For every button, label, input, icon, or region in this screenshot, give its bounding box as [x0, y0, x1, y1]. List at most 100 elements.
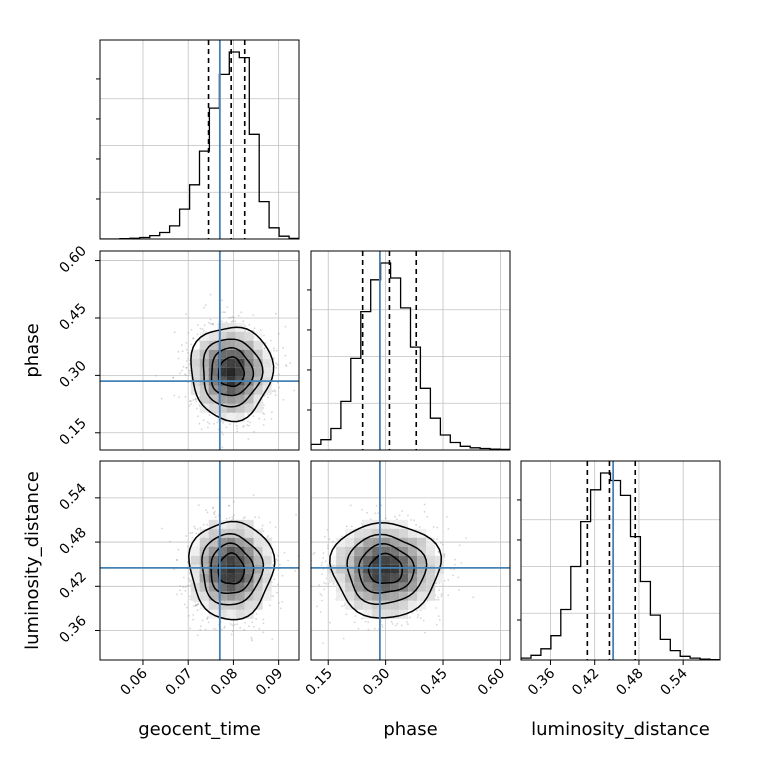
scatter-point [185, 342, 188, 344]
scatter-point [197, 600, 200, 603]
scatter-point [223, 627, 226, 629]
scatter-point [172, 376, 175, 379]
density-cell [253, 340, 263, 350]
density-cell [190, 367, 200, 377]
scatter-point [426, 516, 429, 518]
scatter-point [185, 360, 188, 362]
density-cell [235, 546, 245, 556]
scatter-point [180, 344, 183, 347]
density-cell [190, 555, 200, 565]
y-axis-label-luminosity_distance: luminosity_distance [22, 471, 43, 650]
scatter-point [231, 516, 234, 518]
scatter-point [271, 390, 274, 392]
scatter-point [349, 504, 352, 507]
density-cell [426, 555, 436, 565]
x-tick-label-geocent_time: 0.07 [163, 666, 196, 699]
density-cell [381, 555, 391, 565]
density-cell [226, 519, 236, 529]
scatter-point [183, 603, 186, 606]
scatter-point [203, 324, 206, 327]
density-cell [408, 582, 418, 592]
density-cell [363, 582, 373, 592]
density-cell [390, 591, 400, 601]
scatter-point [207, 426, 209, 429]
density-cell [417, 537, 427, 547]
density-cell [190, 546, 200, 556]
density-cell [345, 573, 355, 583]
density-cell [235, 582, 245, 592]
density-cell [226, 412, 236, 422]
density-cell [226, 394, 236, 404]
density-cell [372, 537, 382, 547]
scatter-point [262, 622, 265, 625]
scatter-point [437, 598, 440, 601]
density-cell [244, 537, 254, 547]
y-tick-label-luminosity_distance: 0.36 [56, 613, 89, 646]
scatter-point [270, 417, 273, 420]
panel-hist-geocent_time [99, 39, 300, 240]
density-cell [208, 555, 218, 565]
scatter-point [173, 394, 176, 397]
density-cell [235, 340, 245, 350]
scatter-point [407, 623, 409, 626]
density-cell [417, 573, 427, 583]
density-cell [244, 582, 254, 592]
scatter-point [447, 528, 450, 530]
scatter-point [322, 642, 324, 645]
scatter-point [267, 535, 270, 537]
scatter-point [188, 369, 191, 372]
scatter-point [275, 366, 278, 369]
scatter-point [277, 373, 280, 376]
scatter-point [307, 573, 309, 575]
density-cell [244, 394, 254, 404]
density-cell [199, 358, 209, 368]
density-cell [336, 591, 346, 601]
scatter-point [277, 583, 279, 586]
scatter-point [249, 421, 252, 424]
scatter-point [266, 536, 269, 539]
density-cell [399, 528, 409, 538]
scatter-point [435, 598, 438, 601]
scatter-point [274, 526, 277, 528]
density-cell [435, 555, 445, 565]
density-cell [217, 546, 227, 556]
scatter-point [364, 620, 367, 623]
density-cell [262, 349, 272, 359]
scatter-point [229, 423, 231, 425]
scatter-point [255, 612, 258, 615]
scatter-point [394, 624, 397, 627]
scatter-point [194, 398, 197, 401]
scatter-point [232, 500, 235, 503]
scatter-point [279, 563, 281, 566]
scatter-point [366, 511, 368, 514]
scatter-point [190, 343, 193, 346]
density-cell [244, 546, 254, 556]
scatter-point [177, 548, 180, 551]
density-cell [363, 600, 373, 610]
scatter-point [197, 504, 200, 507]
density-cell [372, 609, 382, 619]
scatter-point [220, 628, 223, 631]
density-cell [372, 582, 382, 592]
scatter-point [320, 564, 323, 567]
scatter-point [453, 563, 456, 566]
contour-line [346, 533, 428, 605]
scatter-point [224, 311, 226, 314]
density-cell [244, 564, 254, 574]
scatter-point [155, 375, 158, 377]
scatter-point [225, 321, 228, 324]
density-cell [262, 573, 272, 583]
scatter-point [213, 422, 215, 425]
scatter-point [274, 394, 277, 397]
density-cell [235, 564, 245, 574]
density-cell [363, 537, 373, 547]
density-cell [217, 582, 227, 592]
density-cell [372, 546, 382, 556]
y-tick-label-phase: 0.45 [56, 300, 89, 333]
density-cell [390, 528, 400, 538]
scatter-point [419, 609, 422, 612]
scatter-point [400, 624, 403, 627]
scatter-point [277, 559, 279, 562]
scatter-point [177, 350, 180, 353]
scatter-point [185, 366, 188, 369]
